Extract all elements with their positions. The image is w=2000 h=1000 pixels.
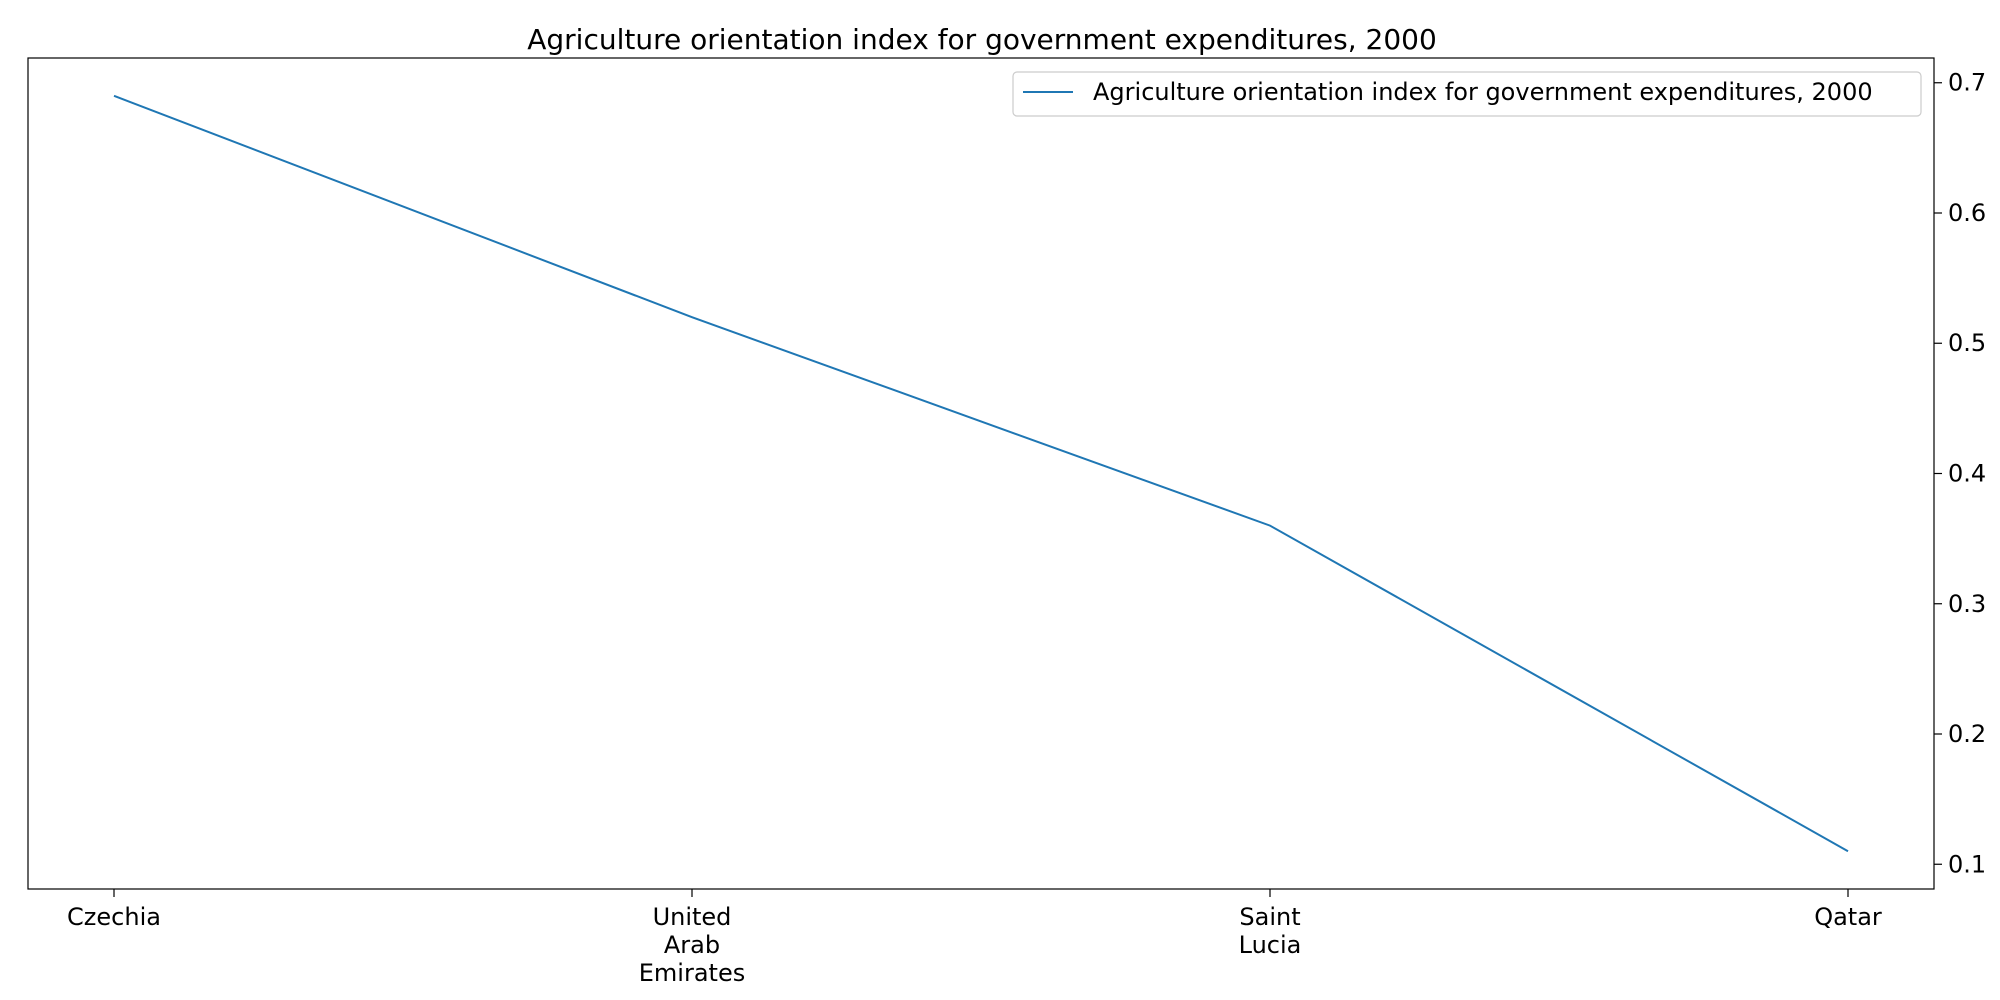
y-tick-label: 0.4	[1948, 460, 1986, 488]
legend[interactable]: Agriculture orientation index for govern…	[1012, 71, 1922, 117]
x-tick-label-line: Czechia	[67, 903, 161, 931]
y-axis: 0.1 0.2 0.3 0.4 0.5 0.6 0.7	[1934, 69, 1986, 878]
x-tick-label: Saint Lucia	[1239, 903, 1302, 959]
x-tick-label: Qatar	[1814, 903, 1882, 931]
legend-box	[1012, 71, 1922, 117]
x-tick-label-line: Arab	[664, 931, 720, 959]
x-tick-label-line: Emirates	[639, 959, 745, 987]
y-tick-label: 0.5	[1948, 329, 1986, 357]
y-tick-label: 0.2	[1948, 720, 1986, 748]
series-layer	[113, 94, 1849, 853]
legend-label: Agriculture orientation index for govern…	[1093, 78, 1873, 106]
series-line	[113, 94, 1849, 853]
x-axis: Czechia United Arab Emirates Saint Lucia Qatar	[67, 889, 1882, 987]
x-tick-label-line: United	[653, 903, 732, 931]
y-tick-label: 0.3	[1948, 590, 1986, 618]
x-tick-label: United Arab Emirates	[639, 903, 745, 987]
y-tick-label: 0.6	[1948, 199, 1986, 227]
y-tick-label: 0.1	[1948, 850, 1986, 878]
x-tick-label-line: Lucia	[1239, 931, 1302, 959]
x-tick-label-line: Saint	[1239, 903, 1300, 931]
y-tick-label: 0.7	[1948, 69, 1986, 97]
x-tick-label-line: Qatar	[1814, 903, 1882, 931]
x-tick-label: Czechia	[67, 903, 161, 931]
chart-title: Agriculture orientation index for govern…	[527, 23, 1437, 56]
